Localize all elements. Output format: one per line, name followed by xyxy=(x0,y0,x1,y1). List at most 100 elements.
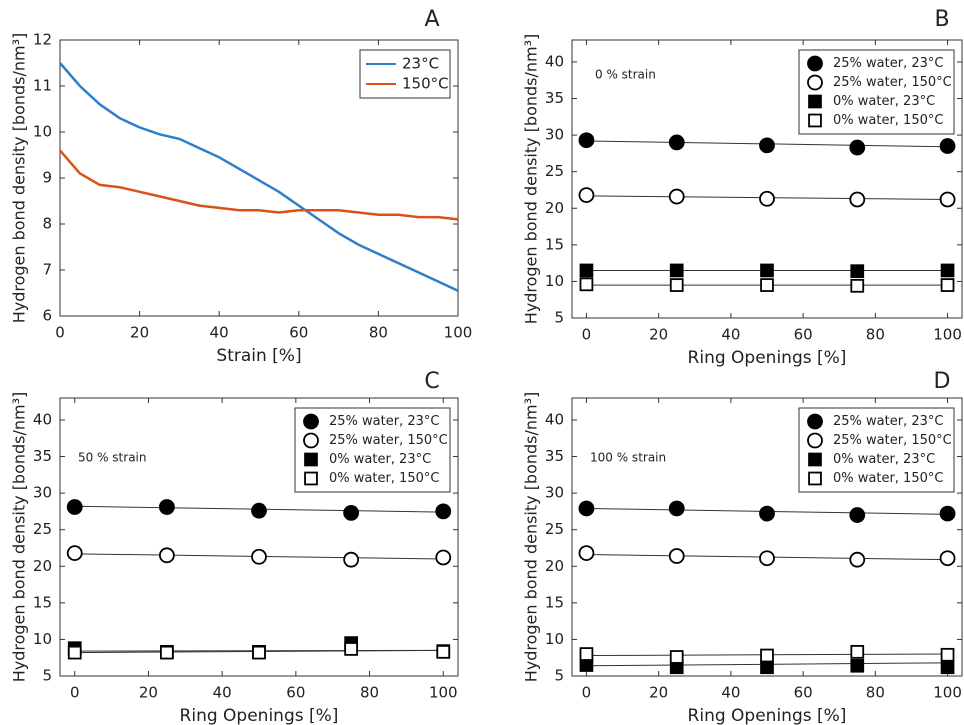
y-tick-label: 5 xyxy=(42,667,52,685)
y-tick-label: 30 xyxy=(33,484,52,502)
legend-label: 25% water, 150°C xyxy=(833,433,952,448)
legend-swatch xyxy=(807,432,823,449)
y-tick-label: 10 xyxy=(33,123,52,141)
x-tick-label: 100 xyxy=(429,684,458,702)
x-axis-label: Ring Openings [%] xyxy=(180,706,339,725)
y-tick-label: 15 xyxy=(545,593,564,611)
marker xyxy=(759,137,775,154)
y-tick-label: 12 xyxy=(33,31,52,49)
marker xyxy=(759,505,775,522)
y-tick-label: 15 xyxy=(33,593,52,611)
legend-swatch xyxy=(303,413,319,430)
y-tick-label: 8 xyxy=(42,215,52,233)
y-tick-label: 25 xyxy=(545,520,564,538)
panel: A 0 20 40 60 80 100 6 7 8 9 10 11 12 Strain [%] Hydroge… xyxy=(10,7,473,366)
x-tick-label: 100 xyxy=(933,326,962,344)
x-tick-label: 0 xyxy=(70,684,80,702)
x-tick-label: 60 xyxy=(794,326,813,344)
legend-swatch xyxy=(303,432,319,449)
legend-swatch xyxy=(808,113,822,128)
x-tick-label: 40 xyxy=(210,324,229,342)
marker xyxy=(760,648,774,663)
y-tick-label: 9 xyxy=(42,169,52,187)
marker xyxy=(760,263,774,278)
x-tick-label: 60 xyxy=(794,684,813,702)
marker xyxy=(251,548,267,565)
y-tick-label: 30 xyxy=(545,484,564,502)
y-tick-label: 10 xyxy=(545,630,564,648)
panel-label: C xyxy=(424,369,439,394)
legend-label: 0% water, 23°C xyxy=(329,452,431,467)
legend-swatch xyxy=(807,55,823,72)
marker xyxy=(940,647,955,662)
x-tick-label: 80 xyxy=(866,326,885,344)
marker xyxy=(850,264,865,279)
marker xyxy=(669,263,684,278)
marker xyxy=(160,645,174,660)
marker xyxy=(940,660,955,675)
marker xyxy=(939,138,956,154)
panel-label: D xyxy=(934,369,951,394)
x-axis-label: Ring Openings [%] xyxy=(688,706,847,725)
marker xyxy=(668,134,685,151)
legend-swatch xyxy=(808,471,822,486)
marker xyxy=(579,277,594,292)
marker xyxy=(578,500,595,517)
legend-swatch xyxy=(808,94,822,109)
legend-label: 25% water, 150°C xyxy=(833,75,952,90)
y-axis-label: Hydrogen bond density [bonds/nm³] xyxy=(10,33,29,324)
marker xyxy=(343,504,360,521)
y-tick-label: 20 xyxy=(545,557,564,575)
marker xyxy=(940,278,955,292)
marker xyxy=(578,132,595,149)
x-tick-label: 0 xyxy=(582,326,592,344)
y-axis-label: Hydrogen bond density [bonds/nm³] xyxy=(522,34,541,325)
legend-label: 0% water, 23°C xyxy=(833,94,935,109)
marker xyxy=(668,188,685,205)
x-tick-label: 100 xyxy=(444,324,473,342)
x-tick-label: 40 xyxy=(721,326,740,344)
marker xyxy=(759,190,775,207)
x-tick-label: 80 xyxy=(360,684,379,702)
x-tick-label: 100 xyxy=(933,684,962,702)
legend-label: 0% water, 23°C xyxy=(833,452,935,467)
x-tick-label: 0 xyxy=(582,684,592,702)
annotation: 0 % strain xyxy=(595,68,656,82)
legend-label: 25% water, 23°C xyxy=(833,56,943,71)
legend-box xyxy=(798,407,955,493)
y-tick-label: 25 xyxy=(33,520,52,538)
legend-label: 0% water, 150°C xyxy=(833,471,943,486)
x-tick-label: 80 xyxy=(369,324,388,342)
y-tick-label: 35 xyxy=(545,447,564,465)
marker xyxy=(252,645,266,660)
y-tick-label: 11 xyxy=(33,77,52,95)
marker xyxy=(850,645,865,659)
marker xyxy=(668,500,685,517)
marker xyxy=(850,658,865,673)
x-tick-label: 60 xyxy=(289,324,308,342)
y-tick-label: 35 xyxy=(33,447,52,465)
y-tick-label: 40 xyxy=(33,410,52,428)
legend-label: 0% water, 150°C xyxy=(329,471,439,486)
x-tick-label: 20 xyxy=(130,324,149,342)
y-axis-label: Hydrogen bond density [bonds/nm³] xyxy=(522,392,541,683)
x-tick-label: 20 xyxy=(139,684,158,702)
x-tick-label: 20 xyxy=(649,684,668,702)
marker xyxy=(158,547,175,564)
marker xyxy=(849,551,866,568)
marker xyxy=(759,550,775,567)
annotation: 100 % strain xyxy=(590,451,666,465)
x-tick-label: 80 xyxy=(866,684,885,702)
legend-swatch xyxy=(808,452,822,467)
marker xyxy=(435,549,452,566)
y-tick-label: 20 xyxy=(33,557,52,575)
y-tick-label: 30 xyxy=(545,126,564,144)
y-tick-label: 40 xyxy=(545,410,564,428)
legend-label: 0% water, 150°C xyxy=(833,113,943,128)
marker xyxy=(939,191,956,208)
marker xyxy=(849,191,866,208)
x-tick-label: 20 xyxy=(649,326,668,344)
panel-label: A xyxy=(424,7,439,32)
marker xyxy=(760,660,774,675)
